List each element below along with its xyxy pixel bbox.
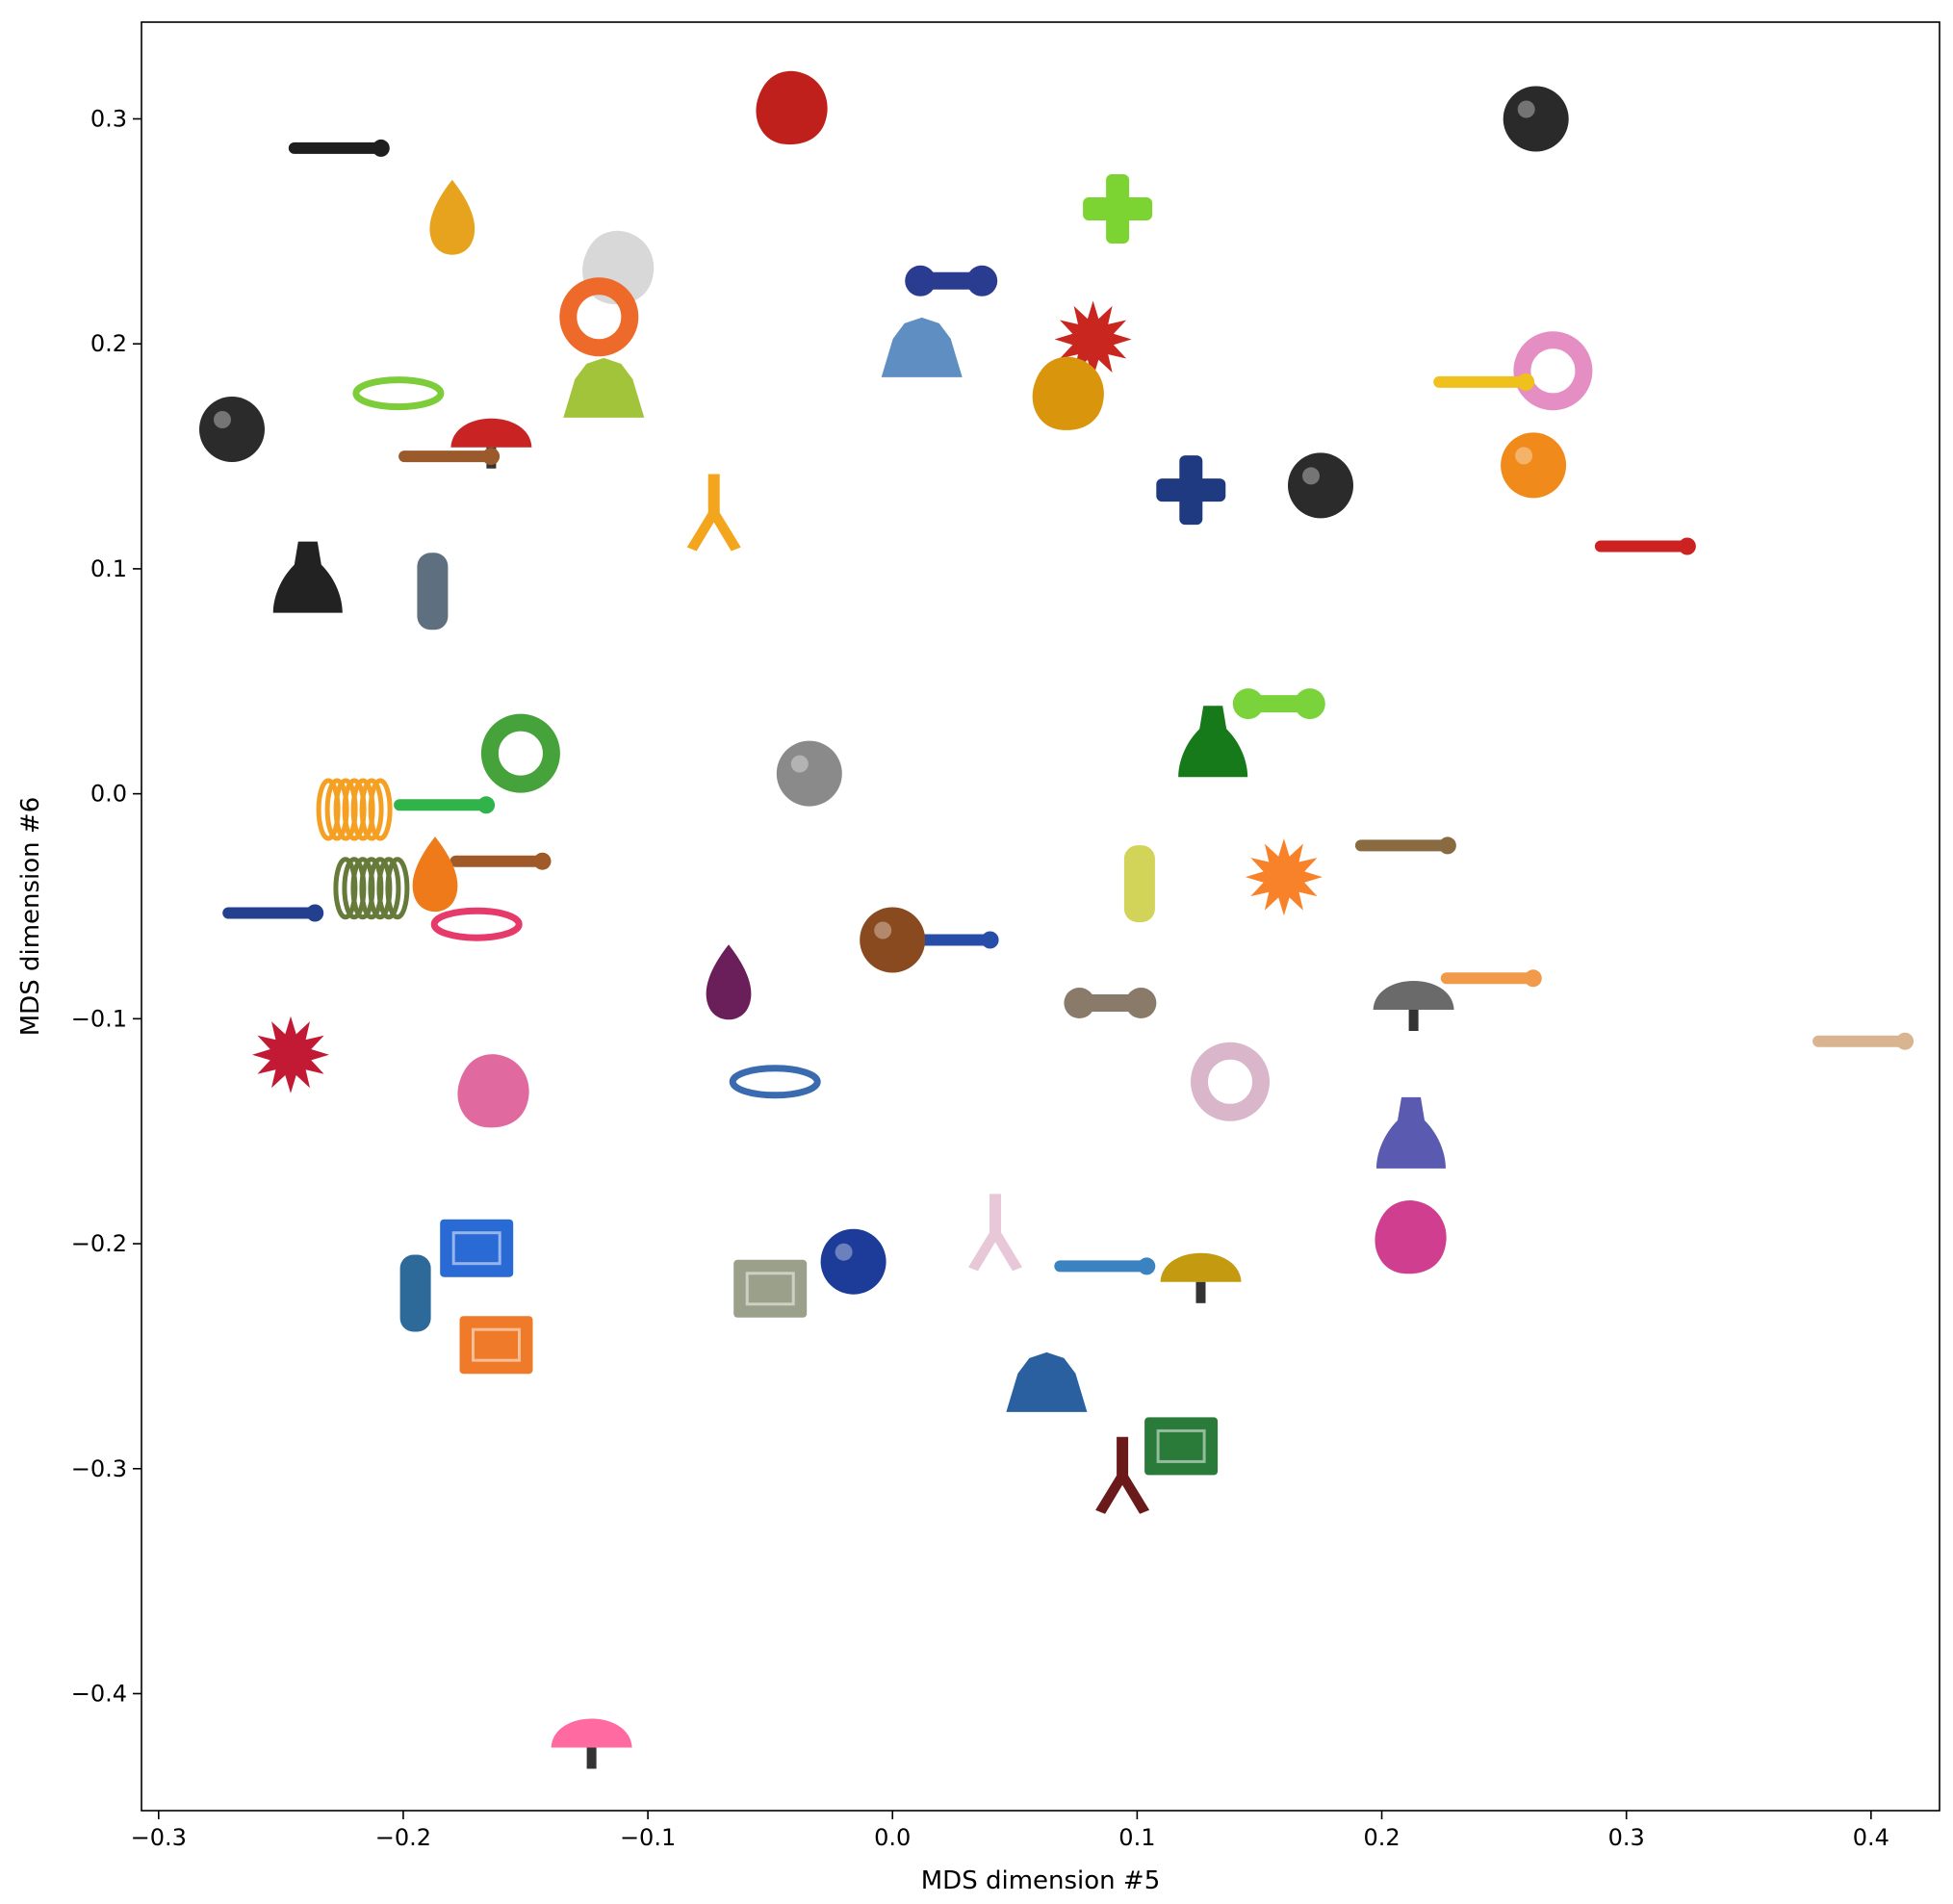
object-point-bone <box>1064 988 1157 1018</box>
object-point-drop <box>412 836 458 913</box>
x-ticks: −0.3 −0.2 −0.1 0.0 0.1 0.2 0.3 0.4 <box>131 1811 1889 1851</box>
object-point-bell <box>272 541 343 613</box>
object-point-stick <box>450 852 552 870</box>
object-point-block <box>733 1259 808 1318</box>
object-point-claw <box>1095 1436 1150 1514</box>
object-point-drop <box>429 179 475 255</box>
object-point-tube <box>1123 845 1155 923</box>
object-point-tube <box>417 553 449 630</box>
x-tick-label: −0.2 <box>375 1824 431 1851</box>
x-tick-label: 0.1 <box>1118 1824 1155 1851</box>
object-point-ring <box>1513 331 1593 411</box>
y-tick-label: 0.0 <box>90 781 127 808</box>
object-point-ball <box>820 1228 887 1295</box>
object-point-ball <box>1501 432 1567 499</box>
object-point-ring <box>559 277 639 357</box>
plot-frame <box>141 21 1940 1812</box>
object-point-claw <box>968 1194 1022 1272</box>
object-point-spiky <box>1245 838 1323 916</box>
object-point-stick <box>222 904 324 922</box>
plot-background <box>141 22 1940 1811</box>
x-tick-label: 0.0 <box>874 1824 911 1851</box>
object-point-mop <box>881 317 963 377</box>
object-point-ball <box>860 907 926 973</box>
x-tick-label: 0.2 <box>1363 1824 1400 1851</box>
object-point-bell <box>1178 706 1248 778</box>
y-tick-label: 0.3 <box>90 105 127 132</box>
object-point-ball <box>776 740 842 807</box>
y-tick-label: 0.1 <box>90 555 127 582</box>
object-point-stick <box>394 796 496 814</box>
object-point-block <box>440 1219 514 1277</box>
object-point-blob <box>756 70 828 145</box>
object-point-stick <box>1354 836 1456 855</box>
object-point-bone <box>905 265 998 296</box>
object-point-spiky <box>1054 300 1132 378</box>
object-point-cross <box>1083 174 1153 244</box>
y-tick-label: −0.3 <box>71 1455 127 1482</box>
object-point-spiky <box>252 1016 329 1094</box>
object-point-ring <box>480 713 560 793</box>
y-tick-label: 0.2 <box>90 330 127 357</box>
x-axis-label: MDS dimension #5 <box>921 1866 1161 1895</box>
object-point-stick <box>398 448 501 466</box>
object-point-block <box>459 1316 533 1375</box>
object-point-stick <box>1440 969 1542 988</box>
y-tick-label: −0.2 <box>71 1230 127 1257</box>
object-point-clip <box>352 376 445 411</box>
object-point-blob <box>457 1054 529 1128</box>
object-point-stick <box>1433 373 1535 391</box>
object-point-spring <box>333 857 410 920</box>
object-point-mop <box>563 357 645 418</box>
object-point-ring <box>1191 1042 1270 1121</box>
points-layer <box>199 70 1914 1769</box>
object-point-spring <box>316 778 393 841</box>
object-point-cross <box>1156 455 1226 526</box>
object-point-clip <box>430 907 523 941</box>
object-point-blob <box>1375 1200 1447 1274</box>
object-point-bone <box>1232 688 1325 720</box>
x-tick-label: −0.1 <box>620 1824 676 1851</box>
y-tick-label: −0.1 <box>71 1005 127 1032</box>
object-point-stick <box>1594 537 1696 555</box>
object-point-stick <box>288 139 390 157</box>
object-point-block <box>1144 1417 1219 1476</box>
object-point-fan <box>1373 981 1454 1031</box>
y-axis-label: MDS dimension #6 <box>16 797 45 1037</box>
object-point-tube <box>399 1254 431 1332</box>
x-tick-label: 0.3 <box>1608 1824 1645 1851</box>
object-point-fan <box>551 1718 632 1769</box>
object-point-ball <box>199 397 265 462</box>
x-tick-label: 0.4 <box>1853 1824 1889 1851</box>
object-point-drop <box>706 944 752 1020</box>
object-point-stick <box>1812 1032 1914 1050</box>
object-point-clip <box>729 1065 821 1099</box>
object-point-bell <box>1376 1096 1446 1169</box>
y-ticks: 0.3 0.2 0.1 0.0 −0.1 −0.2 −0.3 −0.4 <box>71 105 141 1707</box>
object-point-claw <box>686 474 741 552</box>
object-point-ball <box>1288 452 1353 519</box>
object-point-stick <box>1054 1257 1156 1275</box>
x-tick-label: −0.3 <box>131 1824 187 1851</box>
y-tick-label: −0.4 <box>71 1680 127 1707</box>
object-point-mop <box>1006 1351 1088 1412</box>
object-point-fan <box>1160 1252 1242 1303</box>
object-point-blob <box>1032 356 1104 430</box>
object-point-ball <box>1503 86 1569 152</box>
